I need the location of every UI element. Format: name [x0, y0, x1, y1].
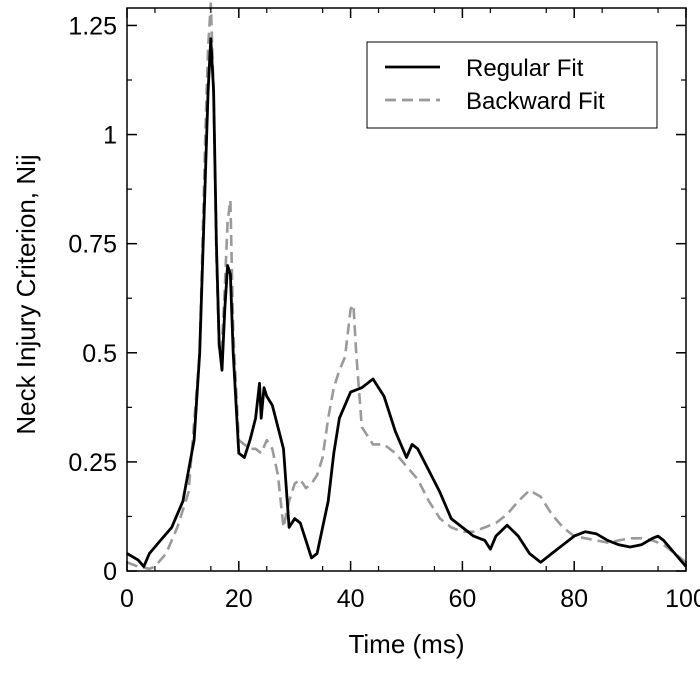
legend-label-backward-fit: Backward Fit	[466, 88, 605, 115]
y-tick-label: 0.25	[68, 449, 117, 477]
legend-box	[366, 41, 658, 129]
x-tick-label: 80	[560, 585, 588, 613]
y-axis-title: Neck Injury Criterion, Nij	[11, 154, 41, 434]
series-line-regular-fit	[126, 37, 688, 568]
tick-labels: 0 20 40 60 80 100 0 0.25 0.5 0.75 1 1.25	[68, 12, 700, 613]
x-tick-label: 60	[448, 585, 476, 613]
legend: Regular Fit Backward Fit	[366, 41, 658, 129]
y-tick-label: 1	[103, 122, 117, 150]
plot-frame	[126, 7, 687, 572]
x-tick-label: 100	[665, 585, 700, 613]
y-tick-label: 0	[103, 558, 117, 586]
x-axis-title: Time (ms)	[348, 629, 464, 659]
plot-area	[126, 2, 688, 571]
x-tick-label: 0	[120, 585, 134, 613]
y-tick-label: 0.75	[68, 231, 117, 259]
x-tick-label: 20	[225, 585, 253, 613]
y-tick-label: 1.25	[68, 12, 117, 40]
x-tick-label: 40	[337, 585, 365, 613]
legend-label-regular-fit: Regular Fit	[466, 55, 584, 82]
axis-ticks	[126, 8, 687, 572]
y-tick-label: 0.5	[82, 340, 117, 368]
